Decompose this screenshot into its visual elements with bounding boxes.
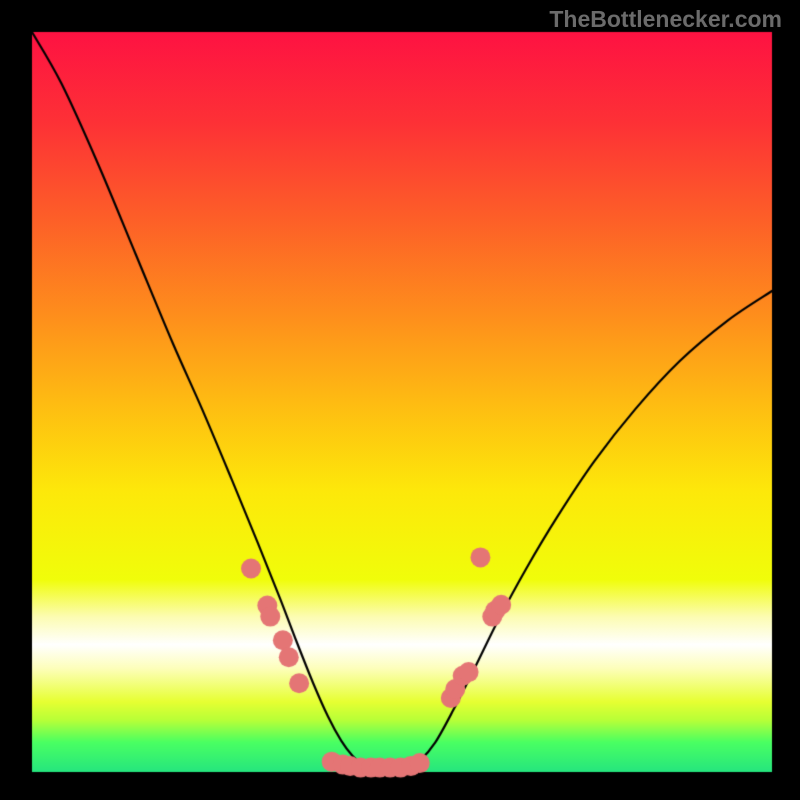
bottleneck-chart (0, 0, 800, 800)
chart-root: TheBottlenecker.com (0, 0, 800, 800)
